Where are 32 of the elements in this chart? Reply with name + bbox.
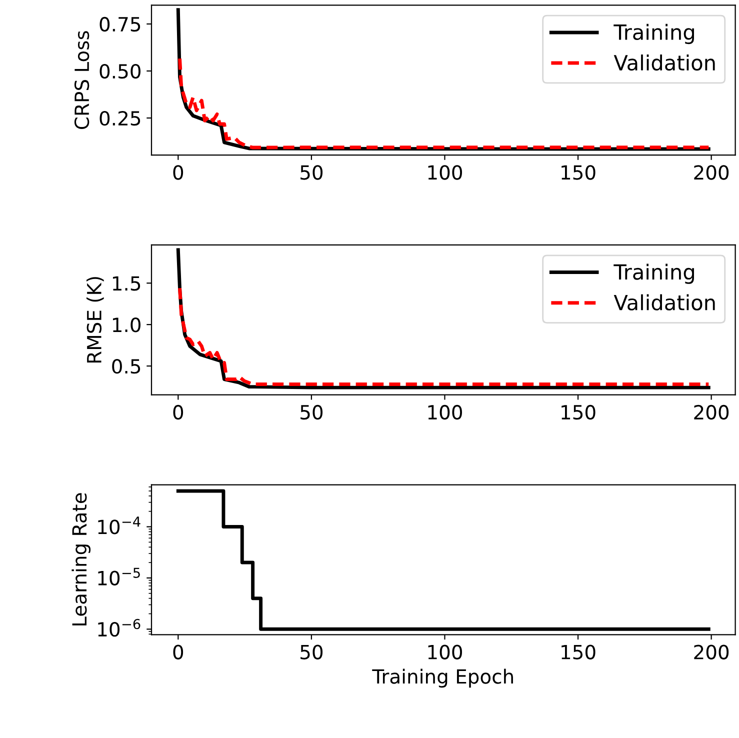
legend-label: Validation <box>614 54 715 71</box>
x-tick-label: 100 <box>428 644 462 660</box>
y-tick-label: 10$^{−6}$ <box>98 618 140 637</box>
legend-label: Training <box>614 264 694 284</box>
x-tick-label: 200 <box>694 165 729 180</box>
x-axis-title: Training Epoch <box>372 668 513 688</box>
y-tick-label: 0.5 <box>112 358 140 374</box>
x-tick-label: 0 <box>173 644 184 660</box>
x-tick-label: 100 <box>428 404 462 420</box>
y-axis-title: RMSE (K) <box>86 277 104 363</box>
y-tick-label: 0.25 <box>100 110 140 126</box>
x-tick-label: 200 <box>694 644 729 660</box>
y-tick-label: 1.0 <box>112 318 140 332</box>
y-axis-title: CRPS Loss <box>74 31 90 130</box>
x-tick-label: 0 <box>173 404 184 420</box>
x-tick-label: 0 <box>173 165 184 180</box>
x-tick-label: 50 <box>300 165 323 180</box>
x-tick-label: 50 <box>300 404 323 420</box>
y-axis-title: Learning Rate <box>72 493 91 626</box>
legend-label: Training <box>614 24 694 44</box>
x-tick-label: 150 <box>562 644 596 660</box>
y-tick-label: 10$^{−5}$ <box>98 568 140 586</box>
y-tick-label: 0.75 <box>100 16 140 32</box>
y-tick-label: 1.5 <box>112 276 140 291</box>
x-tick-label: 50 <box>300 644 323 660</box>
x-tick-label: 150 <box>562 165 596 180</box>
y-tick-label: 0.50 <box>100 64 140 79</box>
x-tick-label: 100 <box>428 165 462 180</box>
x-tick-label: 200 <box>694 404 729 420</box>
y-tick-label: 10$^{−4}$ <box>98 516 140 534</box>
x-tick-label: 150 <box>562 404 596 420</box>
legend-label: Validation <box>614 294 715 310</box>
